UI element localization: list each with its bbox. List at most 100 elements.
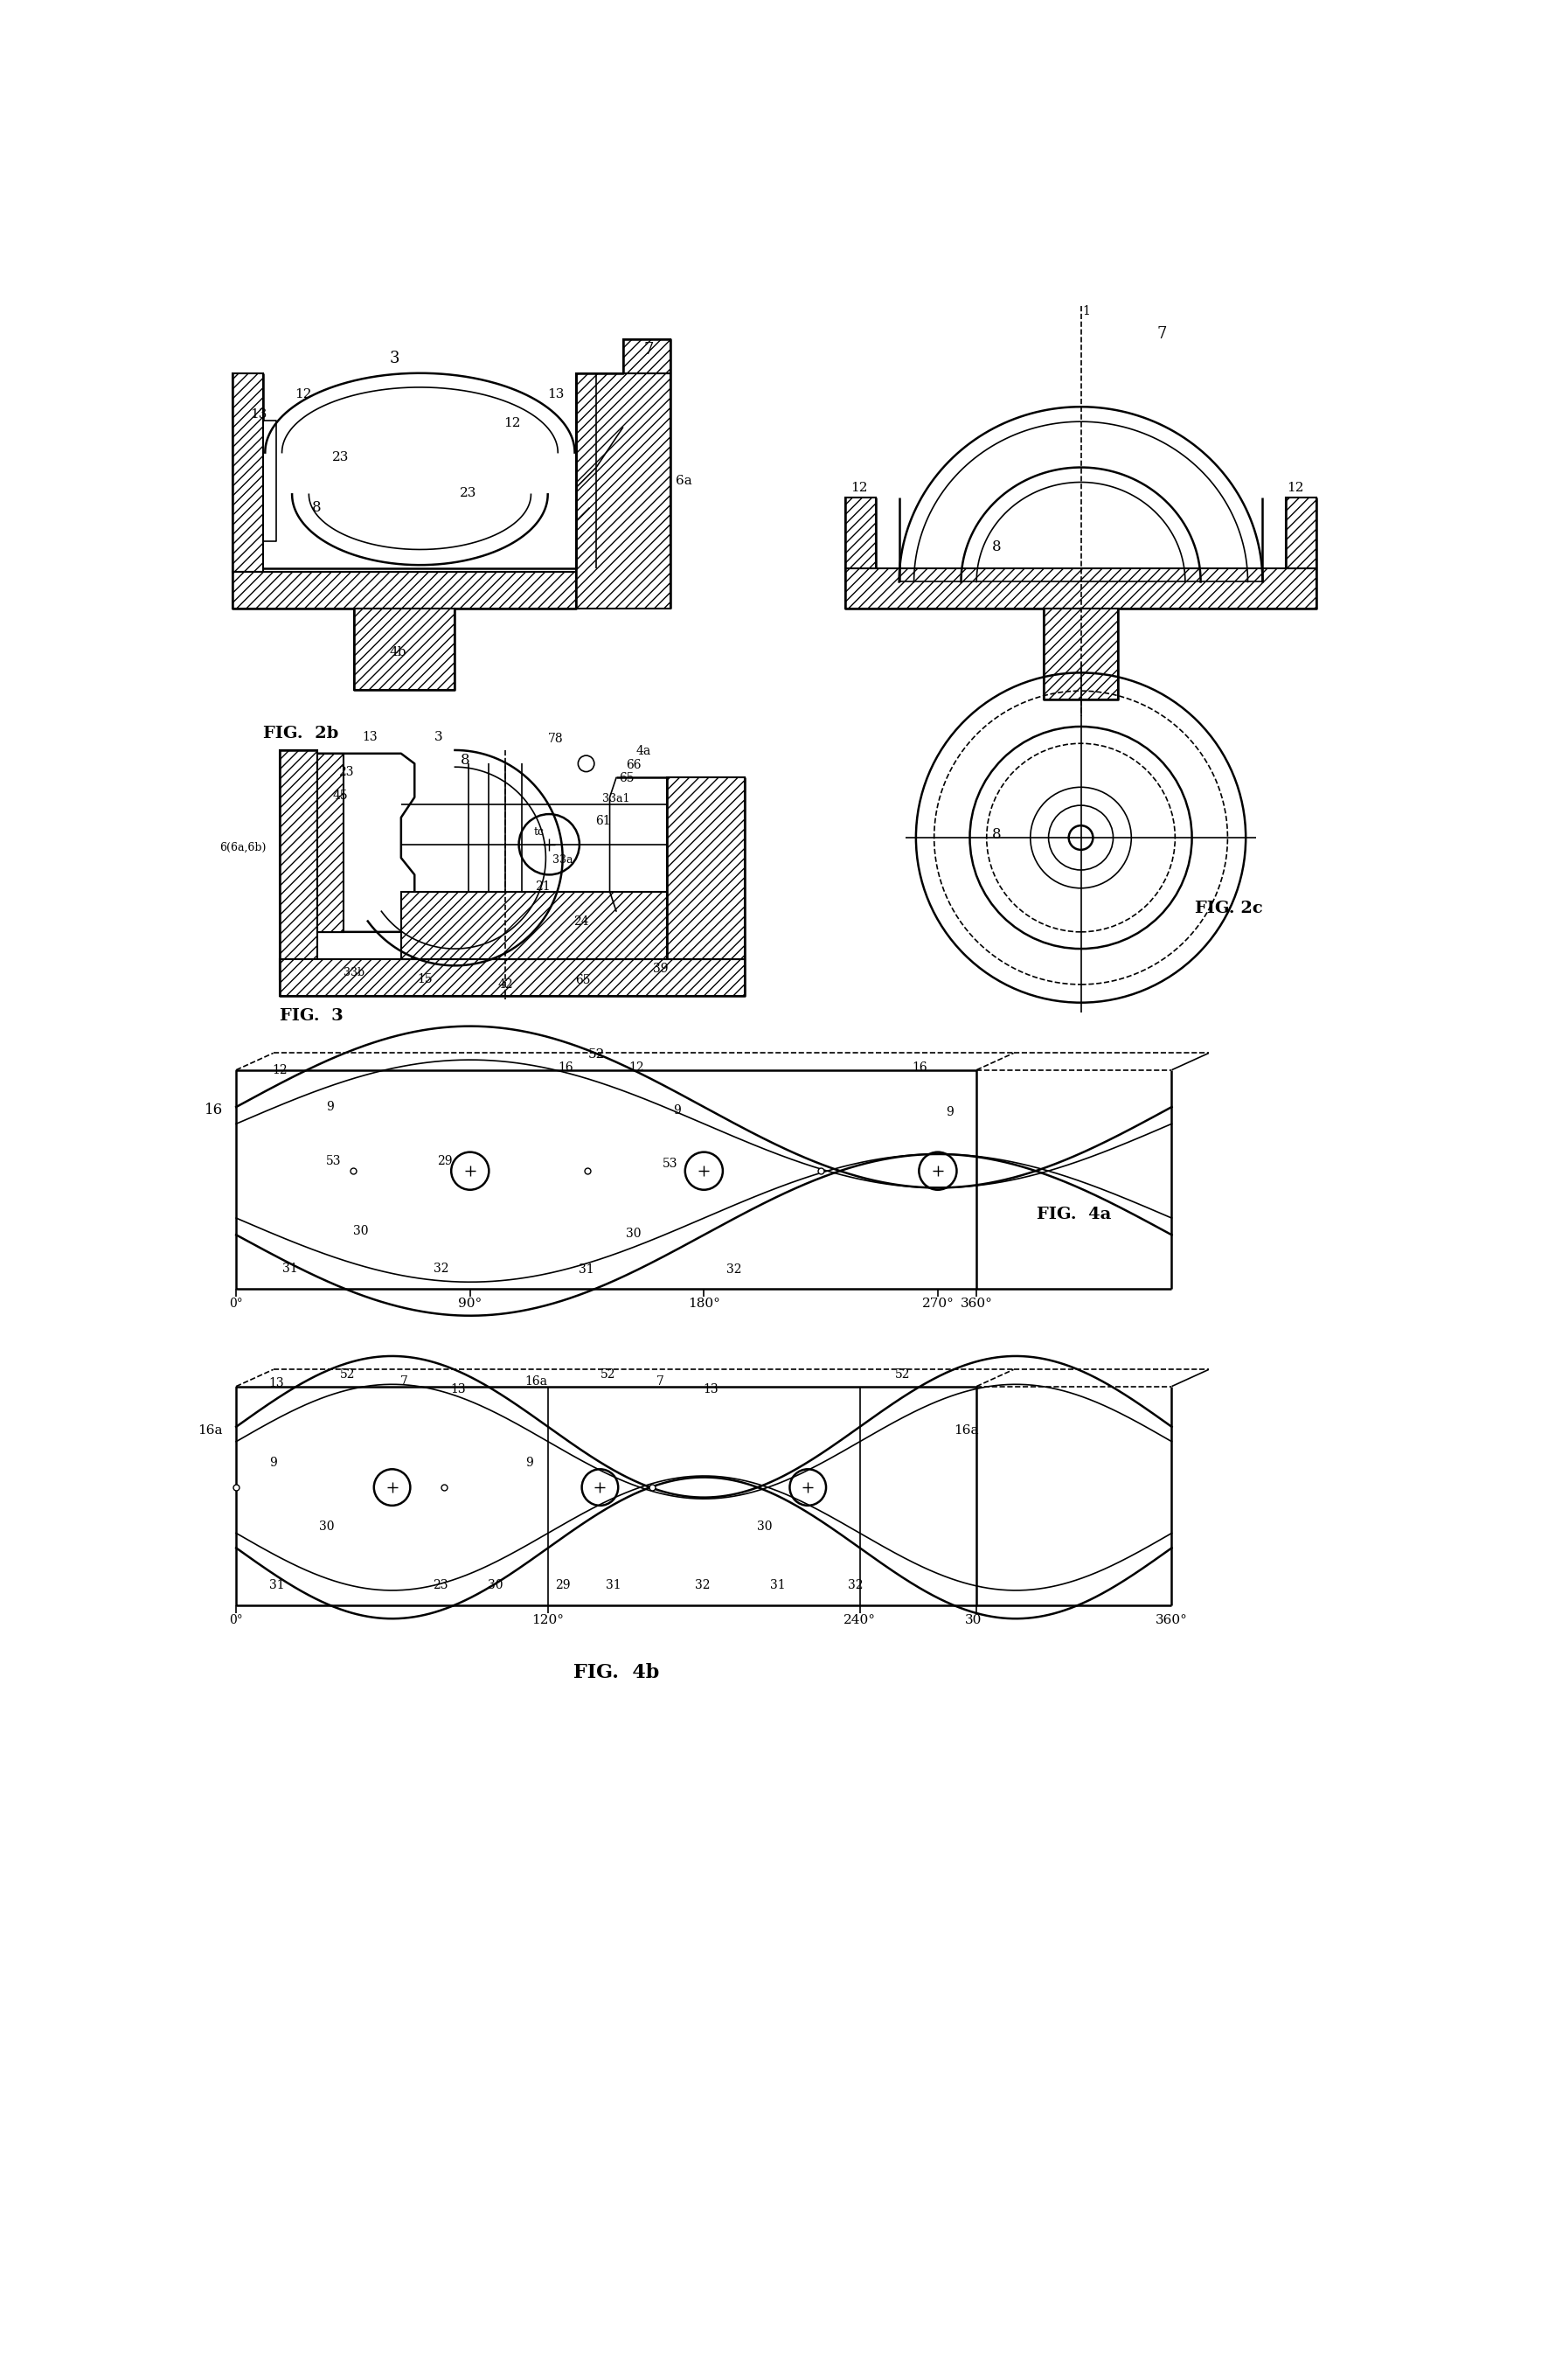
Text: 360°: 360° — [961, 1297, 992, 1309]
Text: 90°: 90° — [458, 1297, 483, 1309]
Text: 42: 42 — [498, 978, 512, 990]
Text: 3: 3 — [434, 731, 442, 743]
Text: 13: 13 — [703, 1383, 719, 1395]
Text: FIG.  2b: FIG. 2b — [262, 726, 339, 740]
Text: 33b: 33b — [344, 966, 364, 978]
Text: 45: 45 — [333, 790, 348, 802]
Text: 15: 15 — [417, 973, 433, 985]
Text: 360°: 360° — [1156, 1614, 1187, 1626]
Text: 16a: 16a — [954, 1423, 979, 1435]
Text: 12: 12 — [272, 1064, 287, 1076]
Text: 32: 32 — [726, 1264, 742, 1276]
Text: 3: 3 — [389, 350, 400, 367]
Text: 30: 30 — [758, 1521, 772, 1533]
Text: 30: 30 — [626, 1228, 640, 1240]
Text: FIG.  3: FIG. 3 — [280, 1009, 344, 1023]
Polygon shape — [576, 374, 670, 609]
Text: 6a: 6a — [675, 474, 692, 488]
Text: 16: 16 — [205, 1102, 223, 1119]
Polygon shape — [355, 609, 455, 690]
Polygon shape — [401, 892, 667, 959]
Text: 9: 9 — [326, 1102, 334, 1114]
Text: 7: 7 — [400, 1376, 408, 1388]
Text: 8: 8 — [992, 540, 1001, 555]
Text: 7: 7 — [644, 343, 654, 357]
Text: 65: 65 — [575, 973, 590, 988]
Text: 23: 23 — [333, 452, 348, 464]
Polygon shape — [1286, 497, 1317, 569]
Polygon shape — [1043, 609, 1118, 700]
Text: 30: 30 — [487, 1578, 503, 1592]
Text: 6(6a,6b): 6(6a,6b) — [220, 843, 267, 854]
Text: 9: 9 — [269, 1457, 276, 1468]
Text: 4b: 4b — [389, 647, 406, 659]
Text: 31: 31 — [578, 1264, 594, 1276]
Text: 30: 30 — [319, 1521, 334, 1533]
Text: 13: 13 — [450, 1383, 465, 1395]
Text: 23: 23 — [339, 766, 353, 778]
Text: 32: 32 — [434, 1261, 450, 1276]
Polygon shape — [280, 750, 317, 978]
Text: 13: 13 — [269, 1378, 284, 1390]
Text: 52: 52 — [339, 1368, 355, 1380]
Text: FIG.  4b: FIG. 4b — [573, 1664, 659, 1683]
Polygon shape — [280, 959, 745, 995]
Text: FIG.  4a: FIG. 4a — [1037, 1207, 1112, 1223]
Text: 12: 12 — [850, 481, 867, 493]
Text: 39: 39 — [653, 964, 669, 976]
Text: 16a: 16a — [525, 1376, 547, 1388]
Text: 52: 52 — [601, 1368, 615, 1380]
Text: 53: 53 — [662, 1159, 678, 1171]
Text: 8: 8 — [992, 826, 1001, 843]
Text: 21: 21 — [534, 881, 550, 892]
Text: 31: 31 — [283, 1261, 298, 1276]
Text: 24: 24 — [573, 916, 589, 928]
Text: 7: 7 — [656, 1376, 664, 1388]
Text: 8: 8 — [461, 752, 470, 769]
Text: 1: 1 — [1082, 305, 1090, 317]
Polygon shape — [623, 340, 670, 374]
Text: 0°: 0° — [230, 1297, 244, 1309]
Text: 23: 23 — [433, 1578, 448, 1592]
Text: 31: 31 — [606, 1578, 620, 1592]
Text: 30: 30 — [965, 1614, 981, 1626]
Text: FIG. 2c: FIG. 2c — [1195, 900, 1264, 916]
Text: 13: 13 — [362, 731, 376, 743]
Text: 29: 29 — [555, 1578, 570, 1592]
Text: 0°: 0° — [230, 1614, 244, 1626]
Text: 52: 52 — [587, 1047, 604, 1061]
Text: 32: 32 — [848, 1578, 864, 1592]
Text: 16: 16 — [558, 1061, 573, 1073]
Text: 13: 13 — [547, 388, 564, 400]
Text: 31: 31 — [269, 1578, 284, 1592]
Text: 53: 53 — [326, 1154, 342, 1166]
Text: 8: 8 — [312, 500, 322, 514]
Text: 270°: 270° — [922, 1297, 954, 1309]
Text: 33a1: 33a1 — [603, 793, 629, 804]
Text: 7: 7 — [1156, 326, 1167, 343]
Polygon shape — [845, 497, 876, 569]
Text: 30: 30 — [353, 1226, 369, 1238]
Text: 16: 16 — [912, 1061, 926, 1073]
Text: 23: 23 — [459, 488, 476, 500]
Text: 12: 12 — [629, 1061, 645, 1073]
Text: 52: 52 — [895, 1368, 911, 1380]
Text: 65: 65 — [619, 771, 634, 785]
Text: 180°: 180° — [687, 1297, 720, 1309]
Polygon shape — [233, 374, 262, 571]
Polygon shape — [233, 571, 576, 609]
Text: 12: 12 — [295, 388, 312, 400]
Text: 120°: 120° — [531, 1614, 564, 1626]
Text: 31: 31 — [770, 1578, 786, 1592]
Polygon shape — [845, 569, 1317, 609]
Text: 78: 78 — [548, 733, 564, 745]
Text: 240°: 240° — [843, 1614, 876, 1626]
Text: 66: 66 — [626, 759, 640, 771]
Text: 12: 12 — [1287, 481, 1303, 493]
Polygon shape — [317, 754, 344, 933]
Polygon shape — [667, 778, 745, 959]
Text: 9: 9 — [945, 1107, 953, 1119]
Text: 12: 12 — [503, 416, 520, 431]
Text: 13: 13 — [250, 409, 267, 421]
Text: tc: tc — [534, 826, 544, 838]
